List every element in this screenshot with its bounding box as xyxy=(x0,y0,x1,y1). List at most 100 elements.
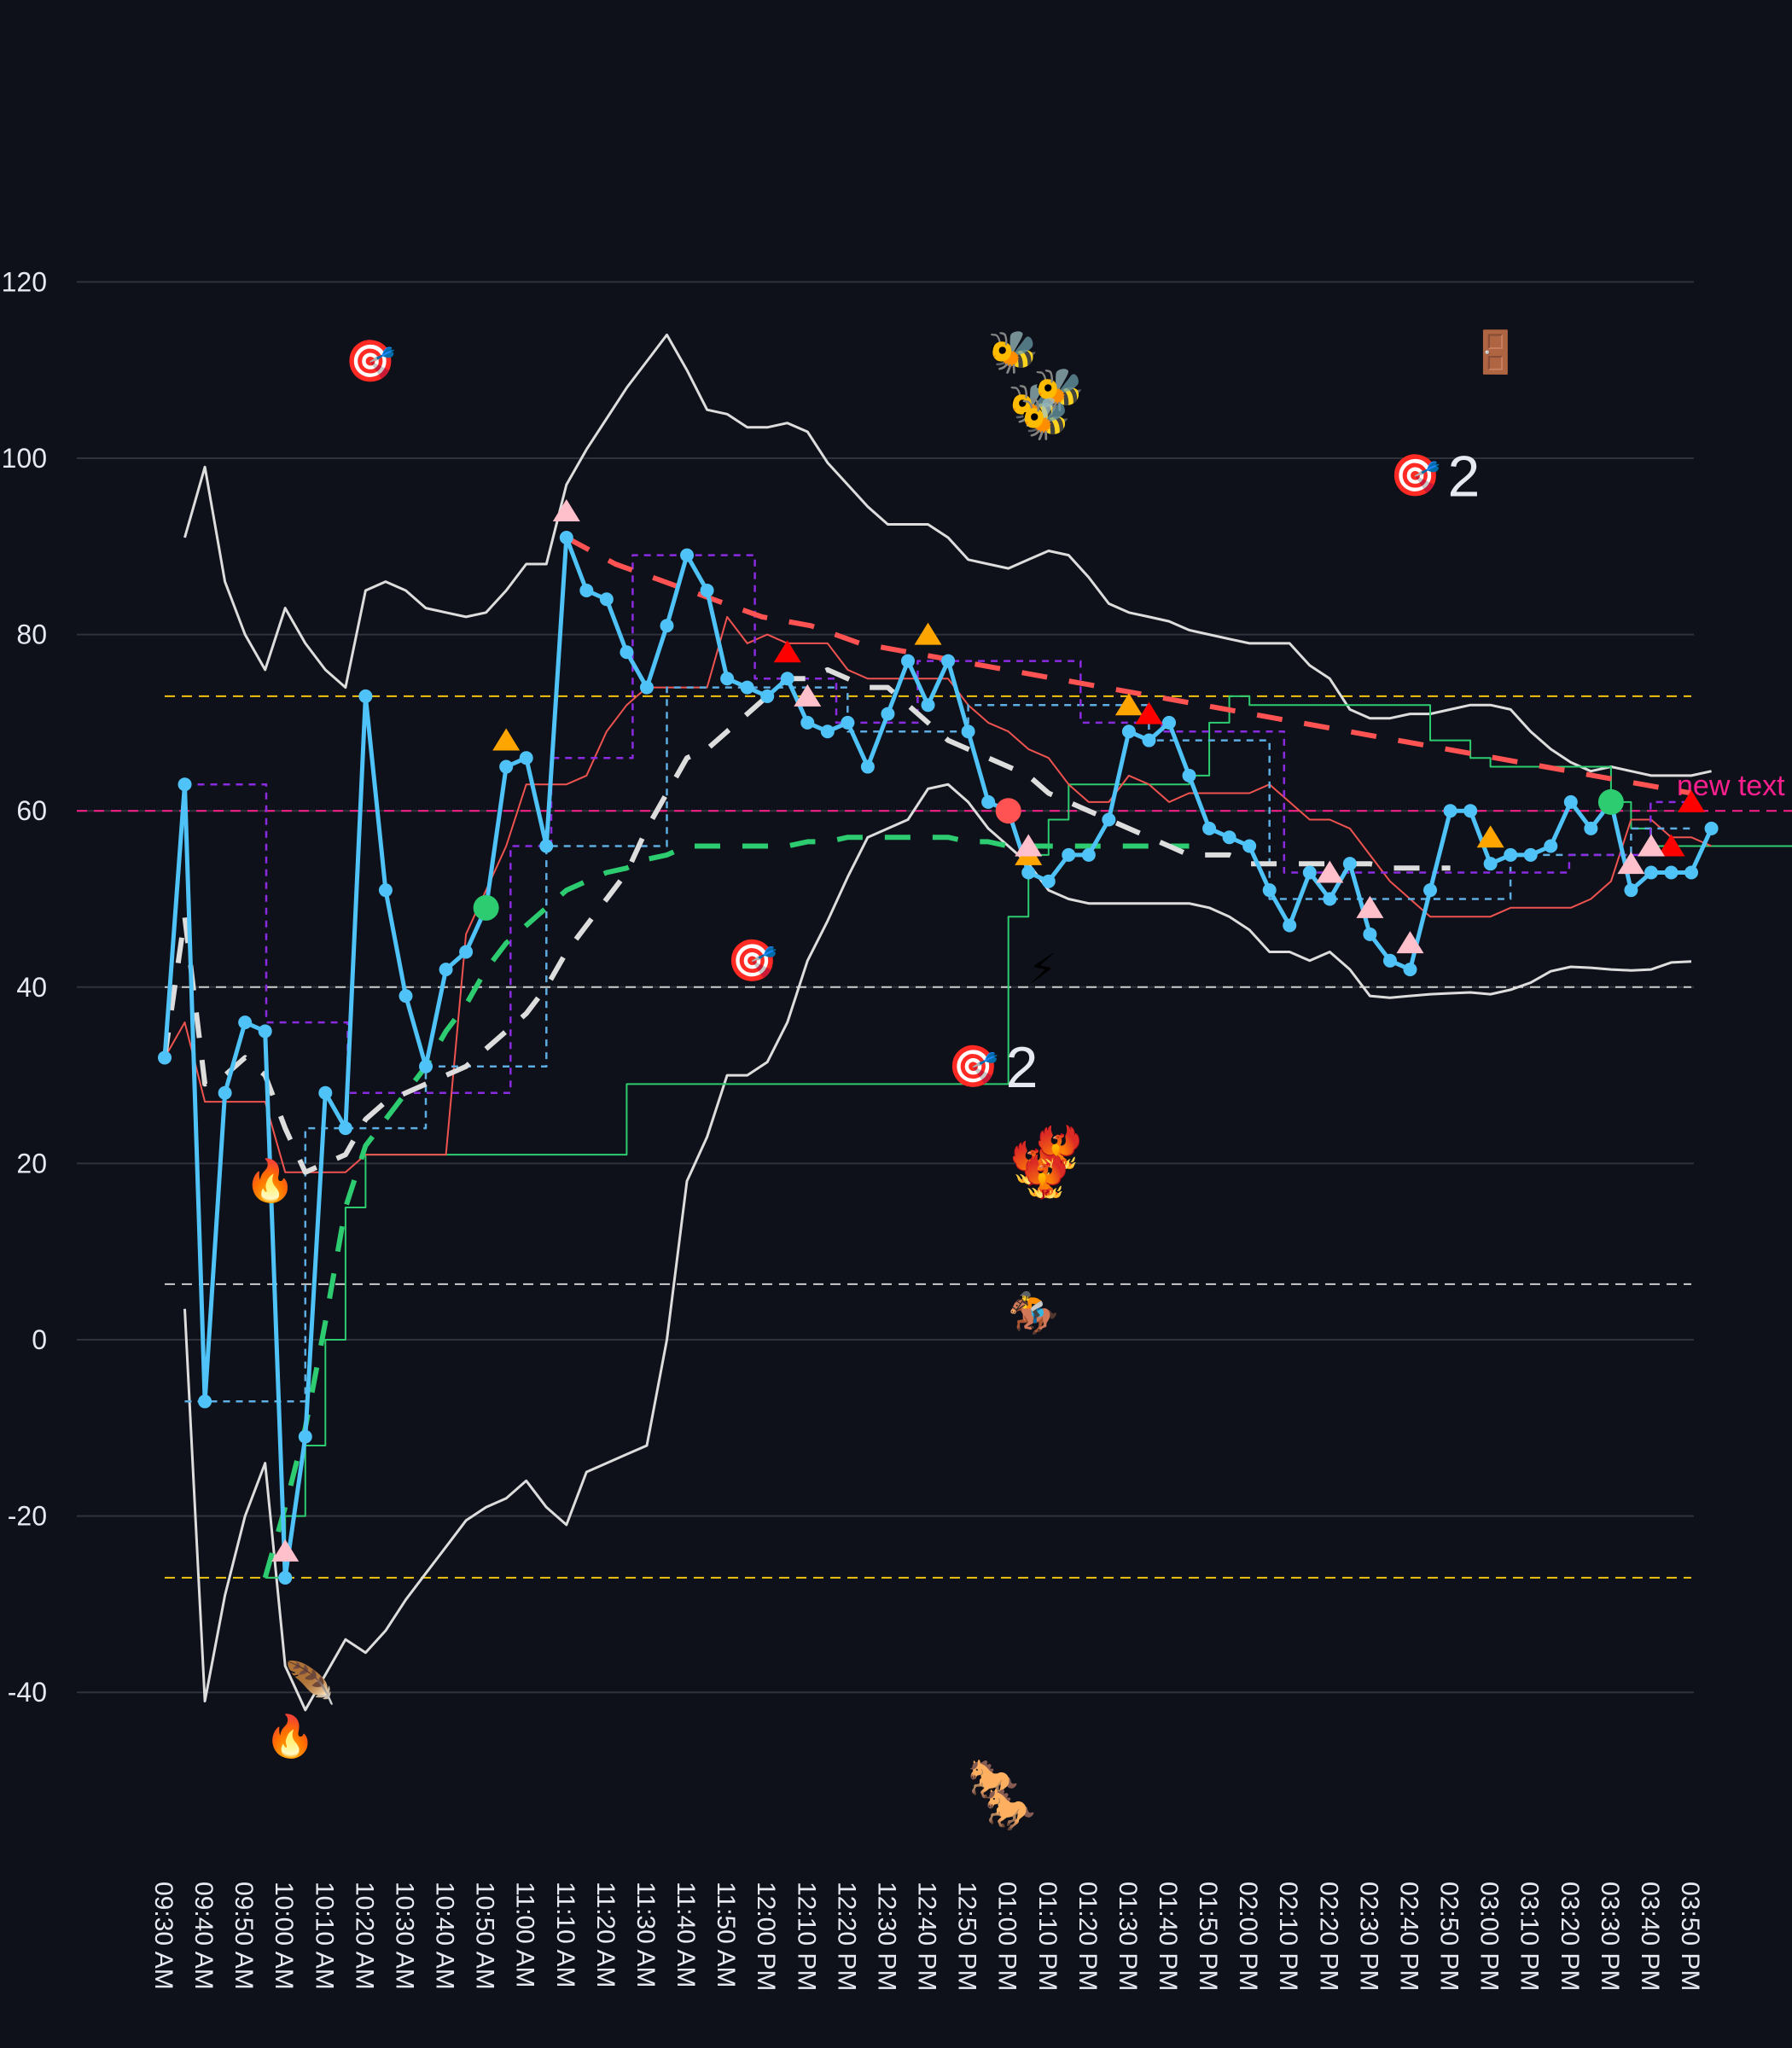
data-point[interactable] xyxy=(1021,865,1036,880)
signal-circle-marker[interactable] xyxy=(1597,788,1624,815)
signal-triangle-marker[interactable] xyxy=(1657,834,1685,857)
data-point[interactable] xyxy=(1544,839,1558,853)
data-point[interactable] xyxy=(800,715,815,730)
data-point[interactable] xyxy=(278,1570,293,1585)
data-point[interactable] xyxy=(1202,821,1217,835)
data-point[interactable] xyxy=(1323,892,1337,906)
signal-triangle-marker[interactable] xyxy=(1678,789,1706,812)
data-point[interactable] xyxy=(258,1024,272,1039)
data-point[interactable] xyxy=(1102,812,1116,827)
data-point[interactable] xyxy=(1584,821,1598,835)
data-point[interactable] xyxy=(519,751,533,765)
data-point[interactable] xyxy=(1242,839,1257,853)
signal-triangle-marker[interactable] xyxy=(914,622,942,645)
data-point[interactable] xyxy=(579,583,594,597)
data-point[interactable] xyxy=(1283,918,1297,933)
data-point[interactable] xyxy=(198,1394,212,1409)
data-point[interactable] xyxy=(238,1015,253,1030)
data-point[interactable] xyxy=(881,707,895,721)
data-point[interactable] xyxy=(499,759,514,774)
data-point[interactable] xyxy=(419,1059,433,1073)
signal-triangle-marker[interactable] xyxy=(773,640,801,663)
data-point[interactable] xyxy=(1081,847,1096,862)
x-tick-label: 02:00 PM xyxy=(1234,1882,1262,1991)
feather-icon: 🪶 xyxy=(285,1659,336,1708)
data-point[interactable] xyxy=(559,530,573,544)
signal-circle-marker[interactable] xyxy=(473,894,499,921)
data-point[interactable] xyxy=(1523,847,1538,862)
data-point[interactable] xyxy=(218,1085,232,1100)
data-point[interactable] xyxy=(539,839,554,853)
data-point[interactable] xyxy=(680,548,695,562)
data-point[interactable] xyxy=(1504,847,1518,862)
data-point[interactable] xyxy=(660,619,674,633)
data-point[interactable] xyxy=(1382,953,1397,968)
signal-triangle-marker[interactable] xyxy=(1396,931,1424,954)
data-point[interactable] xyxy=(318,1085,333,1100)
data-point[interactable] xyxy=(1162,715,1176,730)
data-point[interactable] xyxy=(1684,865,1699,880)
data-point[interactable] xyxy=(760,689,775,703)
data-point[interactable] xyxy=(841,715,855,730)
data-point[interactable] xyxy=(177,777,192,792)
data-point[interactable] xyxy=(780,672,794,686)
data-point[interactable] xyxy=(900,654,915,668)
y-tick-label: 20 xyxy=(16,1148,47,1178)
signal-triangle-marker[interactable] xyxy=(1637,834,1665,857)
annotation-count-label: 2 xyxy=(1006,1035,1039,1100)
data-point[interactable] xyxy=(378,883,393,898)
signal-triangle-marker[interactable] xyxy=(794,684,822,707)
data-point[interactable] xyxy=(820,724,835,739)
signal-triangle-marker[interactable] xyxy=(1114,693,1143,716)
data-point[interactable] xyxy=(338,1121,352,1136)
data-point[interactable] xyxy=(1142,733,1156,748)
data-point[interactable] xyxy=(1182,768,1196,783)
data-point[interactable] xyxy=(1302,865,1317,880)
signal-circle-marker[interactable] xyxy=(995,798,1021,824)
data-point[interactable] xyxy=(1563,794,1578,809)
data-point[interactable] xyxy=(1644,865,1658,880)
data-point[interactable] xyxy=(941,654,956,668)
data-point[interactable] xyxy=(1262,883,1277,898)
signal-triangle-marker[interactable] xyxy=(492,728,521,751)
data-point[interactable] xyxy=(1704,821,1719,835)
data-point[interactable] xyxy=(1121,724,1136,739)
data-point[interactable] xyxy=(1664,865,1679,880)
data-point[interactable] xyxy=(720,672,735,686)
data-point[interactable] xyxy=(1363,927,1377,941)
signal-triangle-marker[interactable] xyxy=(1356,895,1384,918)
data-point[interactable] xyxy=(921,698,935,713)
data-point[interactable] xyxy=(1624,883,1638,898)
data-point[interactable] xyxy=(961,724,975,739)
data-point[interactable] xyxy=(298,1429,312,1444)
data-point[interactable] xyxy=(599,592,614,607)
data-point[interactable] xyxy=(620,645,634,660)
data-point[interactable] xyxy=(1062,847,1076,862)
signal-triangle-marker[interactable] xyxy=(1135,701,1163,724)
data-point[interactable] xyxy=(860,759,875,774)
signal-triangle-marker[interactable] xyxy=(1316,860,1344,883)
data-point[interactable] xyxy=(639,680,654,695)
data-point[interactable] xyxy=(158,1050,172,1065)
data-point[interactable] xyxy=(1463,804,1478,818)
signal-triangle-marker[interactable] xyxy=(1476,825,1504,848)
data-point[interactable] xyxy=(358,689,373,703)
data-point[interactable] xyxy=(1403,963,1417,977)
signal-triangle-marker[interactable] xyxy=(1015,834,1043,857)
signal-triangle-marker[interactable] xyxy=(1617,852,1645,875)
data-point[interactable] xyxy=(1483,857,1498,871)
data-point[interactable] xyxy=(439,963,453,977)
data-point[interactable] xyxy=(1342,857,1357,871)
signal-triangle-marker[interactable] xyxy=(271,1539,300,1562)
y-tick-label: 120 xyxy=(2,266,47,297)
signal-triangle-marker[interactable] xyxy=(552,498,580,521)
data-point[interactable] xyxy=(399,989,413,1004)
data-point[interactable] xyxy=(740,680,754,695)
data-point[interactable] xyxy=(1041,874,1056,888)
data-point[interactable] xyxy=(1222,830,1236,845)
data-point[interactable] xyxy=(981,794,996,809)
data-point[interactable] xyxy=(700,583,714,597)
data-point[interactable] xyxy=(1443,804,1457,818)
data-point[interactable] xyxy=(459,945,474,959)
data-point[interactable] xyxy=(1423,883,1438,898)
